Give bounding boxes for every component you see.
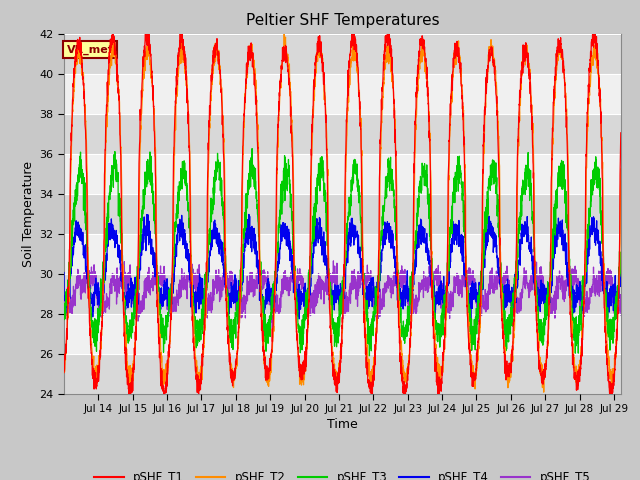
Bar [64, 313, 621, 354]
Bar [64, 154, 621, 193]
Y-axis label: Soil Temperature: Soil Temperature [22, 161, 35, 266]
Bar [64, 274, 621, 313]
Text: VR_met: VR_met [67, 44, 114, 55]
Bar [64, 73, 621, 114]
Title: Peltier SHF Temperatures: Peltier SHF Temperatures [246, 13, 439, 28]
Bar [64, 234, 621, 274]
X-axis label: Time: Time [327, 418, 358, 431]
Bar [64, 354, 621, 394]
Bar [64, 193, 621, 234]
Bar [64, 34, 621, 73]
Bar [64, 114, 621, 154]
Legend: pSHF_T1, pSHF_T2, pSHF_T3, pSHF_T4, pSHF_T5: pSHF_T1, pSHF_T2, pSHF_T3, pSHF_T4, pSHF… [90, 466, 595, 480]
